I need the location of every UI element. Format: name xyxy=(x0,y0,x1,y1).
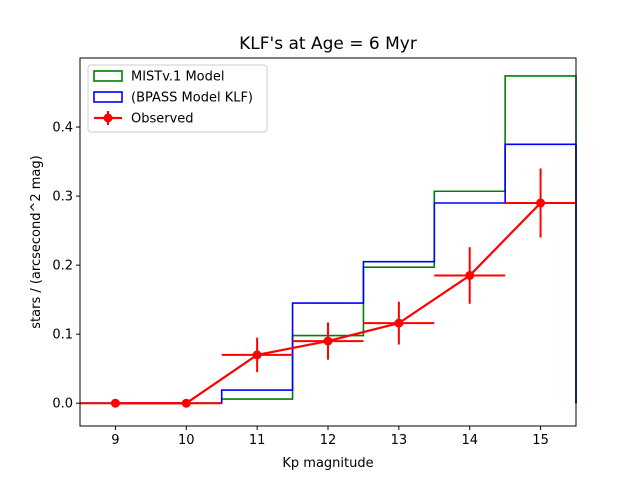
data-point xyxy=(181,398,191,408)
x-tick-label: 12 xyxy=(320,433,337,448)
x-tick-label: 14 xyxy=(461,433,478,448)
x-axis-label: Kp magnitude xyxy=(282,456,373,471)
y-tick-label: 0.2 xyxy=(52,259,73,274)
data-point xyxy=(465,270,475,280)
data-point xyxy=(252,350,262,360)
data-point xyxy=(323,336,333,346)
y-tick-label: 0.3 xyxy=(52,190,73,205)
legend-swatch xyxy=(93,91,123,103)
data-point xyxy=(394,318,404,328)
legend-label: MISTv.1 Model xyxy=(131,70,225,85)
y-axis-label: stars / (arcsecond^2 mag) xyxy=(29,155,44,328)
y-tick-label: 0.4 xyxy=(52,121,73,136)
plot-frame xyxy=(79,57,577,427)
data-point xyxy=(110,398,120,408)
legend-label: (BPASS Model KLF) xyxy=(131,91,253,106)
legend-swatch-marker xyxy=(103,113,113,123)
data-point xyxy=(536,198,546,208)
legend-label: Observed xyxy=(131,112,194,127)
chart-title: KLF's at Age = 6 Myr xyxy=(239,34,417,54)
y-tick-label: 0.0 xyxy=(52,397,73,412)
series-line-1 xyxy=(80,143,577,405)
legend: MISTv.1 Model (BPASS Model KLF) Observed xyxy=(87,64,268,133)
plot-content xyxy=(80,75,577,408)
x-tick-label: 9 xyxy=(111,433,119,448)
x-tick-label: 11 xyxy=(249,433,266,448)
legend-swatch xyxy=(93,70,123,82)
y-tick-label: 0.1 xyxy=(52,328,73,343)
axis-ticks: 9 10 11 12 13 14 15 0.0 0.1 0.2 0.3 0.4 xyxy=(52,121,549,448)
x-tick-label: 13 xyxy=(391,433,408,448)
legend-box xyxy=(87,64,268,133)
x-tick-label: 15 xyxy=(532,433,549,448)
x-tick-label: 10 xyxy=(178,433,195,448)
